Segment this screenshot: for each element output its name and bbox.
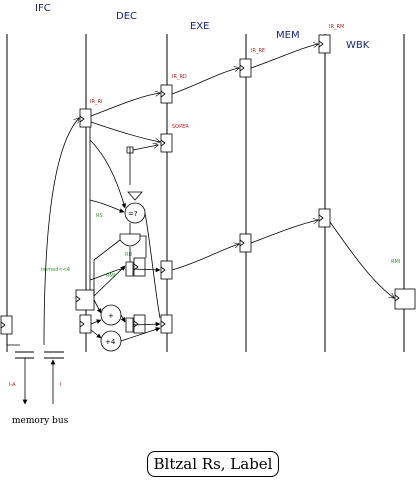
register-dec-pc [79, 314, 92, 334]
register-ir-rm [318, 34, 331, 54]
register-ir-rd [160, 84, 173, 104]
label-ir-rd: IR_RD [172, 74, 187, 80]
label-rmi-wbk: RMI [391, 259, 400, 265]
label-address: I-A [9, 382, 16, 388]
label-compare: =? [128, 210, 138, 218]
label-plus: + [108, 312, 114, 320]
stage-label-dec: DEC [116, 11, 137, 22]
label-ir-ri: IR_RI [90, 99, 102, 105]
register-exe-pc [160, 314, 173, 334]
label-soper: SOPER [172, 124, 189, 130]
label-plus4: +4 [105, 338, 116, 346]
stage-label-mem: MEM [276, 30, 300, 41]
register-ir-ri [79, 108, 92, 128]
register-mem [239, 233, 252, 253]
label-ir-re: IR_RE [251, 48, 265, 54]
label-rs: RS [96, 213, 103, 219]
register-ir-re [239, 58, 252, 78]
decode-logic: =? + +4 [85, 127, 394, 352]
register-soper [160, 133, 173, 153]
register-exe-rs [160, 260, 173, 280]
register-exe-rd [133, 257, 146, 277]
ir-flow-arrows [43, 44, 318, 346]
stage-boundaries [6, 34, 405, 352]
stage-label-exe: EXE [190, 21, 210, 32]
register-bank [394, 288, 416, 310]
label-ir-rm: IR_RM [329, 24, 344, 30]
memory-interface: I-A I memory bus [6, 334, 69, 426]
and-gate [119, 233, 141, 247]
pipeline-registers [0, 34, 416, 335]
label-rd: RD [125, 252, 132, 258]
instruction-title: Bltzal Rs, Label [147, 451, 279, 477]
stage-label-ifc: IFC [35, 3, 51, 14]
register-exe-imm [133, 314, 146, 334]
label-immed: immed<<4 [41, 267, 70, 273]
label-rmi-dec: RMI [106, 273, 115, 279]
register-ifc [0, 315, 13, 335]
register-wbk [318, 208, 331, 228]
label-data: I [60, 382, 61, 388]
stage-label-wbk: WBK [346, 40, 370, 51]
label-memory-bus: memory bus [12, 416, 69, 426]
